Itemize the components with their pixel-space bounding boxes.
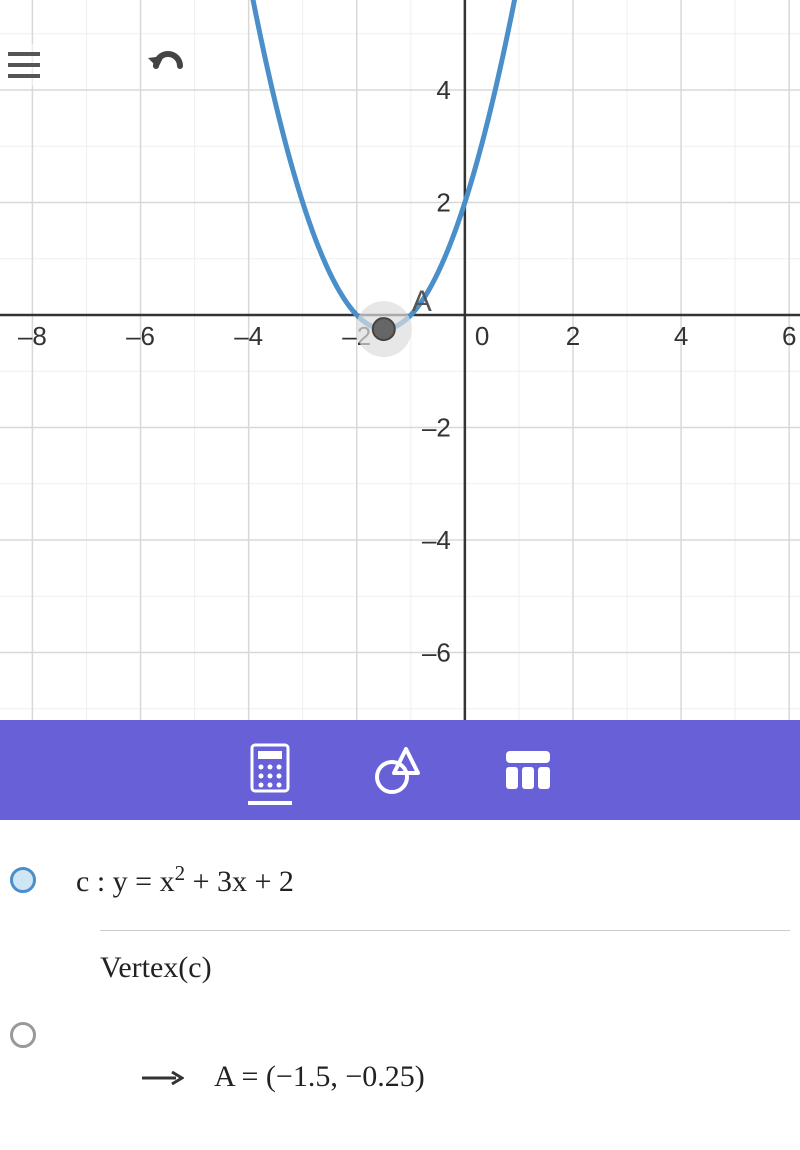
svg-text:–8: –8 — [18, 321, 47, 351]
graph-canvas[interactable]: –8–6–4–20246–6–4–224A — [0, 0, 800, 720]
result-row[interactable]: A = (−1.5, −0.25) — [10, 1060, 790, 1094]
undo-icon[interactable] — [138, 40, 194, 89]
curve-visibility-marker[interactable] — [10, 867, 36, 893]
svg-text:4: 4 — [674, 321, 688, 351]
svg-text:–4: –4 — [234, 321, 263, 351]
algebra-row-curve[interactable]: c : y = x2 + 3x + 2 — [10, 840, 790, 920]
point-visibility-marker[interactable] — [10, 1022, 36, 1048]
svg-text:–2: –2 — [422, 413, 451, 443]
svg-text:2: 2 — [566, 321, 580, 351]
coordinate-plane[interactable]: –8–6–4–20246–6–4–224A — [0, 0, 800, 720]
svg-text:4: 4 — [436, 75, 450, 105]
svg-text:2: 2 — [436, 188, 450, 218]
menu-icon[interactable] — [0, 44, 48, 86]
svg-text:6: 6 — [782, 321, 796, 351]
svg-text:A: A — [412, 285, 432, 318]
tools-view-tab[interactable] — [372, 735, 424, 805]
svg-text:–6: –6 — [126, 321, 155, 351]
result-arrow-icon — [140, 1061, 184, 1093]
view-toolbar — [0, 720, 800, 820]
curve-expression[interactable]: c : y = x2 + 3x + 2 — [76, 861, 294, 899]
algebra-panel: c : y = x2 + 3x + 2 Vertex(c) A = (−1.5,… — [0, 820, 800, 1094]
svg-text:–6: –6 — [422, 638, 451, 668]
divider — [100, 930, 790, 931]
svg-text:–4: –4 — [422, 525, 451, 555]
table-view-tab[interactable] — [504, 735, 552, 805]
command-text[interactable]: Vertex(c) — [10, 951, 790, 985]
result-value: A = (−1.5, −0.25) — [214, 1060, 425, 1094]
svg-text:0: 0 — [475, 321, 489, 351]
algebra-view-tab[interactable] — [248, 735, 292, 805]
